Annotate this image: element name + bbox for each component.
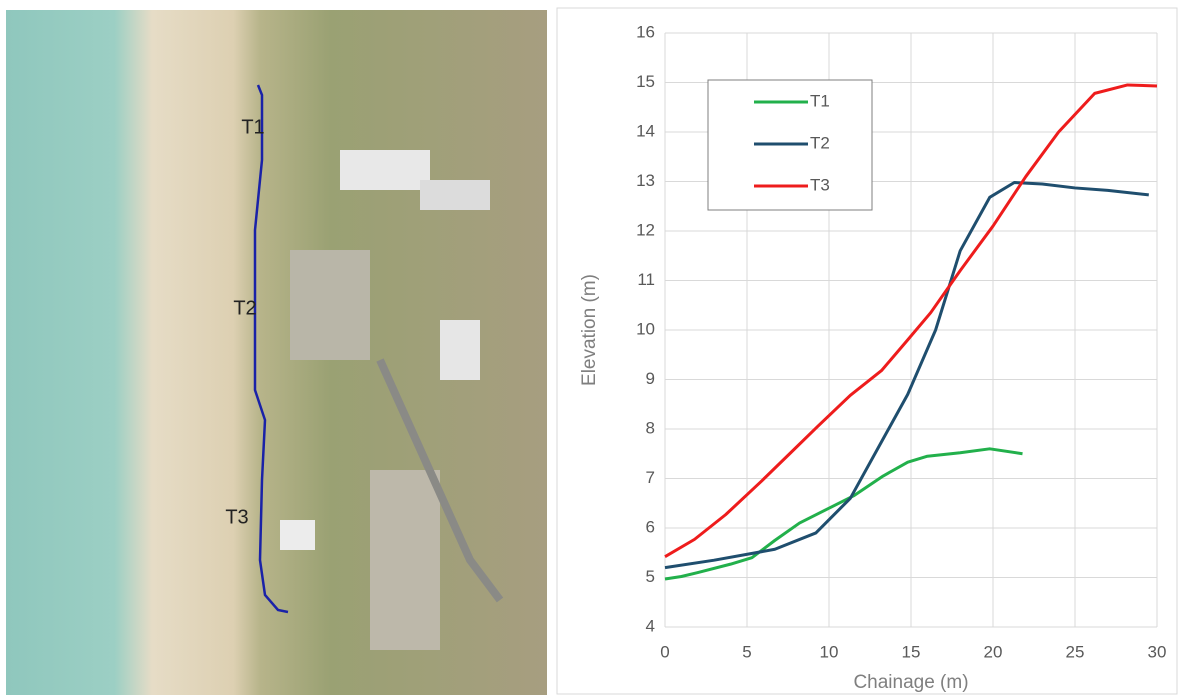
legend-label: T3 <box>810 175 830 194</box>
y-tick-label: 16 <box>636 22 655 41</box>
legend-label: T1 <box>810 91 830 110</box>
y-tick-label: 15 <box>636 72 655 91</box>
x-tick-label: 30 <box>1148 642 1167 661</box>
y-tick-label: 5 <box>646 567 655 586</box>
map-label: T3 <box>225 506 248 528</box>
map-label: T1 <box>241 116 264 138</box>
y-tick-label: 13 <box>636 171 655 190</box>
car-park <box>370 470 440 650</box>
y-tick-label: 7 <box>646 468 655 487</box>
x-tick-label: 5 <box>742 642 751 661</box>
x-tick-label: 10 <box>820 642 839 661</box>
building <box>440 320 480 380</box>
page: T1 T2 T3 4 5 6 7 8 9 10 11 12 13 14 15 16 0 5 10 15 20 25 3… <box>0 0 1182 695</box>
building <box>340 150 430 190</box>
y-axis-label: Elevation (m) <box>579 274 600 386</box>
y-tick-label: 8 <box>646 418 655 437</box>
y-tick-label: 6 <box>646 517 655 536</box>
legend-label: T2 <box>810 133 830 152</box>
building <box>420 180 490 210</box>
y-tick-label: 12 <box>636 220 655 239</box>
y-tick-label: 11 <box>637 270 655 289</box>
y-tick-label: 4 <box>646 616 655 635</box>
building <box>280 520 315 550</box>
map-label: T2 <box>233 297 256 319</box>
x-axis-label: Chainage (m) <box>853 672 968 693</box>
x-tick-label: 0 <box>660 642 669 661</box>
y-tick-label: 10 <box>636 319 655 338</box>
y-tick-label: 9 <box>646 369 655 388</box>
car-park <box>290 250 370 360</box>
aerial-map: T1 T2 T3 <box>6 10 547 695</box>
x-tick-label: 15 <box>902 642 921 661</box>
x-tick-label: 25 <box>1066 642 1085 661</box>
y-tick-label: 14 <box>636 121 655 140</box>
x-tick-label: 20 <box>984 642 1003 661</box>
